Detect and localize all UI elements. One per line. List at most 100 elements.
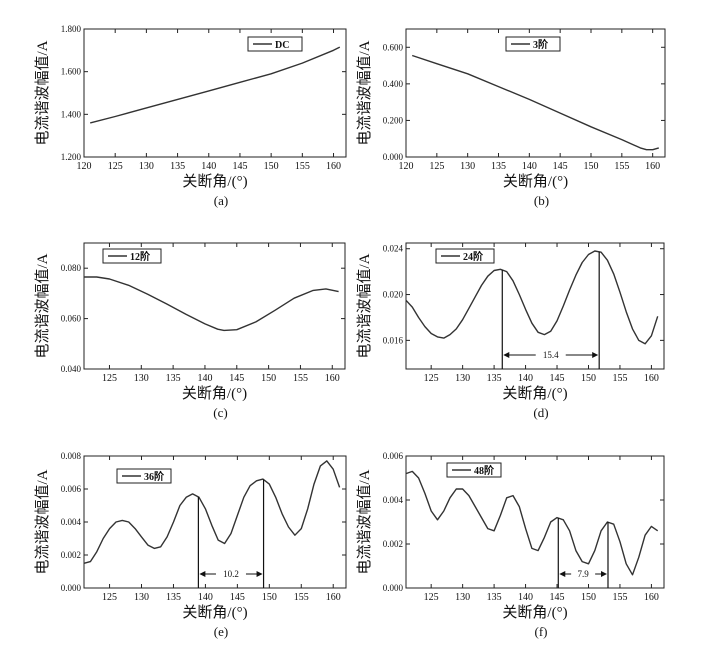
x-axis-title: 关断角/(°): [503, 173, 568, 190]
x-tick-label: 135: [166, 592, 181, 603]
x-tick-label: 155: [293, 373, 308, 384]
y-axis-title: 电流谐波幅值/A: [34, 40, 51, 145]
y-tick-label: 0.600: [383, 42, 404, 52]
arrow-head-left: [503, 352, 510, 358]
y-axis-title: 电流谐波幅值/A: [356, 469, 373, 574]
legend-box: [435, 248, 495, 264]
x-tick-label: 130: [139, 161, 154, 172]
y-tick-label: 1.400: [61, 109, 82, 119]
panel-d: 125 130 135 140 145 150 155 160 0.016 0.020 0.024 关…: [356, 242, 665, 420]
x-tick-label: 160: [645, 161, 660, 172]
x-tick-label: 155: [614, 161, 629, 172]
x-axis-title: 关断角/(°): [502, 604, 567, 621]
x-tick-label: 140: [197, 373, 212, 384]
series-line: [84, 276, 339, 332]
x-tick-label: 140: [518, 592, 533, 603]
x-tick-label: 140: [518, 373, 533, 384]
x-tick-label: 160: [325, 373, 340, 384]
x-tick-label: 155: [612, 373, 627, 384]
x-axis-title: 关断角/(°): [182, 604, 247, 621]
annotation-label: 10.2: [223, 569, 239, 579]
x-tick-label: 155: [294, 592, 309, 603]
series-line: [83, 460, 341, 564]
panel-f: 125 130 135 140 145 150 155 160 0.000 0.002 0.004 0…: [356, 451, 665, 639]
y-tick-label: 0.002: [61, 550, 81, 560]
x-tick-label: 150: [262, 592, 277, 603]
x-tick-label: 150: [581, 592, 596, 603]
x-tick-label: 150: [264, 161, 279, 172]
x-tick-label: 125: [424, 373, 439, 384]
annotation-bg: [535, 349, 566, 360]
x-tick-label: 130: [460, 161, 475, 172]
annotation-bg: [571, 568, 596, 579]
y-tick-label: 0.060: [61, 314, 82, 324]
x-tick-label: 130: [134, 592, 149, 603]
arrow-head-left: [199, 571, 206, 577]
annotation-bg: [215, 568, 246, 579]
y-tick-label: 0.040: [61, 364, 82, 374]
y-tick-label: 0.020: [383, 290, 404, 300]
series-line: [405, 250, 659, 345]
x-tick-label: 135: [166, 373, 181, 384]
x-tick-label: 160: [326, 161, 341, 172]
legend-label: 12阶: [130, 250, 151, 263]
y-tick-label: 0.006: [383, 451, 404, 461]
panel-label: (f): [535, 624, 548, 639]
y-tick-label: 0.004: [383, 495, 404, 505]
x-tick-label: 125: [424, 592, 439, 603]
x-tick-label: 160: [326, 592, 341, 603]
x-tick-label: 145: [229, 373, 244, 384]
series-line: [90, 46, 341, 124]
panel-a: 120 125 130 135 140 145 150 155 160 1.200 1.400 1.6…: [34, 24, 347, 208]
x-tick-label: 135: [170, 161, 185, 172]
panel-label: (c): [213, 405, 227, 420]
x-tick-label: 160: [644, 592, 659, 603]
x-tick-label: 145: [553, 161, 568, 172]
arrow-head-right: [600, 571, 607, 577]
x-tick-label: 135: [487, 373, 502, 384]
legend-box: [446, 462, 502, 478]
x-tick-label: 155: [295, 161, 310, 172]
legend-label: 3阶: [533, 38, 549, 51]
legend-box: [505, 36, 561, 52]
x-tick-label: 125: [108, 161, 123, 172]
x-tick-label: 125: [429, 161, 444, 172]
legend-label: DC: [275, 40, 289, 51]
x-tick-label: 160: [644, 373, 659, 384]
panel-label: (a): [214, 193, 228, 208]
x-tick-label: 145: [230, 592, 245, 603]
x-tick-label: 150: [581, 373, 596, 384]
x-axis-title: 关断角/(°): [182, 173, 247, 190]
plot-frame: [405, 455, 665, 589]
y-tick-label: 0.400: [383, 79, 404, 89]
x-tick-label: 135: [491, 161, 506, 172]
legend-box: [247, 36, 303, 52]
y-tick-label: 0.004: [61, 517, 82, 527]
x-tick-label: 145: [232, 161, 247, 172]
panel-label: (b): [534, 193, 549, 208]
x-tick-label: 120: [399, 161, 414, 172]
x-tick-label: 125: [102, 373, 117, 384]
y-tick-label: 0.000: [61, 583, 82, 593]
y-axis-title: 电流谐波幅值/A: [356, 253, 373, 358]
arrow-head-left: [559, 571, 566, 577]
x-tick-label: 150: [584, 161, 599, 172]
x-tick-label: 130: [455, 592, 470, 603]
panel-label: (e): [214, 624, 228, 639]
x-axis-title: 关断角/(°): [182, 385, 247, 402]
legend-label: 24阶: [463, 250, 484, 263]
x-tick-label: 135: [487, 592, 502, 603]
arrow-head-right: [256, 571, 263, 577]
annotation-label: 15.4: [543, 350, 559, 360]
plot-frame: [83, 242, 346, 370]
x-tick-label: 150: [261, 373, 276, 384]
x-tick-label: 140: [198, 592, 213, 603]
y-tick-label: 0.000: [383, 583, 404, 593]
x-tick-label: 120: [77, 161, 92, 172]
plot-frame: [405, 242, 665, 370]
x-tick-label: 155: [612, 592, 627, 603]
legend-box: [102, 248, 162, 264]
x-tick-label: 130: [455, 373, 470, 384]
panel-c: 125 130 135 140 145 150 155 160 0.040 0.060 0.080 关…: [34, 242, 346, 420]
x-tick-label: 145: [550, 373, 565, 384]
